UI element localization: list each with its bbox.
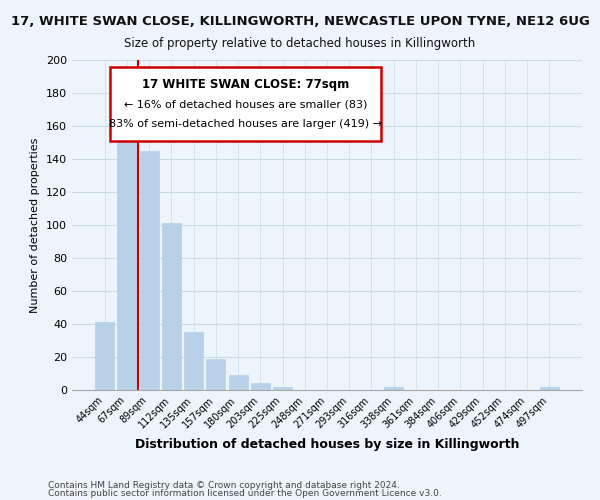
Text: 17 WHITE SWAN CLOSE: 77sqm: 17 WHITE SWAN CLOSE: 77sqm [142,78,349,91]
Y-axis label: Number of detached properties: Number of detached properties [31,138,40,312]
Bar [118,141,136,390]
Bar [140,151,158,390]
Text: Contains public sector information licensed under the Open Government Licence v3: Contains public sector information licen… [48,490,442,498]
Bar [184,332,203,390]
FancyBboxPatch shape [110,66,380,141]
Text: 83% of semi-detached houses are larger (419) →: 83% of semi-detached houses are larger (… [109,120,382,130]
Text: ← 16% of detached houses are smaller (83): ← 16% of detached houses are smaller (83… [124,100,367,110]
Bar [95,322,114,390]
Bar [540,386,559,390]
Bar [162,224,181,390]
Bar [384,386,403,390]
Text: Size of property relative to detached houses in Killingworth: Size of property relative to detached ho… [124,38,476,51]
X-axis label: Distribution of detached houses by size in Killingworth: Distribution of detached houses by size … [135,438,519,451]
Bar [251,384,270,390]
Bar [273,386,292,390]
Text: 17, WHITE SWAN CLOSE, KILLINGWORTH, NEWCASTLE UPON TYNE, NE12 6UG: 17, WHITE SWAN CLOSE, KILLINGWORTH, NEWC… [11,15,589,28]
Text: Contains HM Land Registry data © Crown copyright and database right 2024.: Contains HM Land Registry data © Crown c… [48,480,400,490]
Bar [206,358,225,390]
Bar [229,375,248,390]
